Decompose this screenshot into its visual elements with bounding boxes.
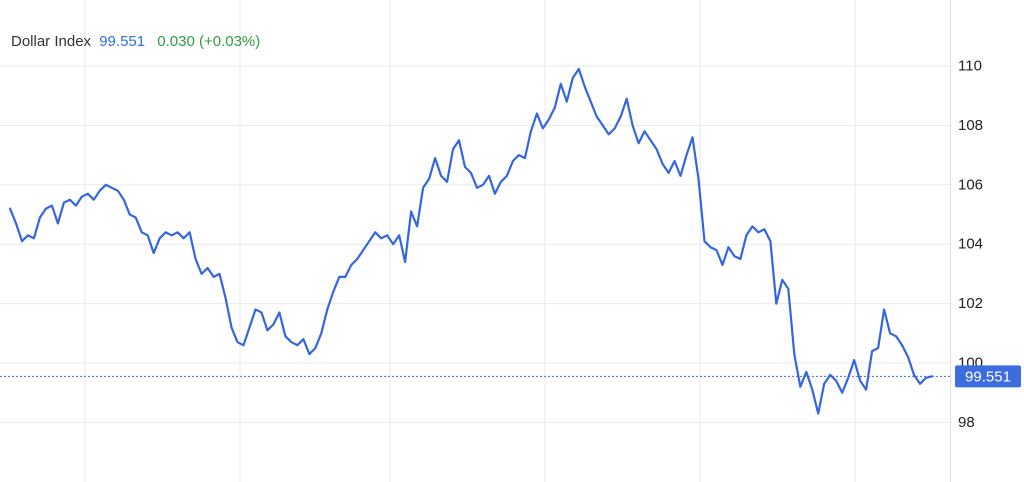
plot-background xyxy=(0,0,950,482)
last-price: 99.551 xyxy=(99,33,146,50)
horizontal-gridlines xyxy=(0,65,950,423)
last-price-label: 99.551 xyxy=(955,365,1021,388)
instrument-name: Dollar Index xyxy=(11,33,92,50)
last-price-label-background xyxy=(955,365,1021,388)
last-price-label-text: 99.551 xyxy=(965,368,1011,385)
y-tick-label: 106 xyxy=(958,176,983,193)
y-tick-label: 108 xyxy=(958,117,983,134)
y-tick-label: 98 xyxy=(958,414,975,431)
y-tick-label: 104 xyxy=(958,236,983,253)
y-tick-label: 110 xyxy=(958,58,982,75)
y-tick-label: 102 xyxy=(958,295,983,312)
series-line-dollar-index xyxy=(8,67,934,415)
price-change: 0.030 (+0.03%) xyxy=(157,33,261,50)
chart-legend: Dollar Index 99.551 0.030 (+0.03%) xyxy=(11,33,260,50)
